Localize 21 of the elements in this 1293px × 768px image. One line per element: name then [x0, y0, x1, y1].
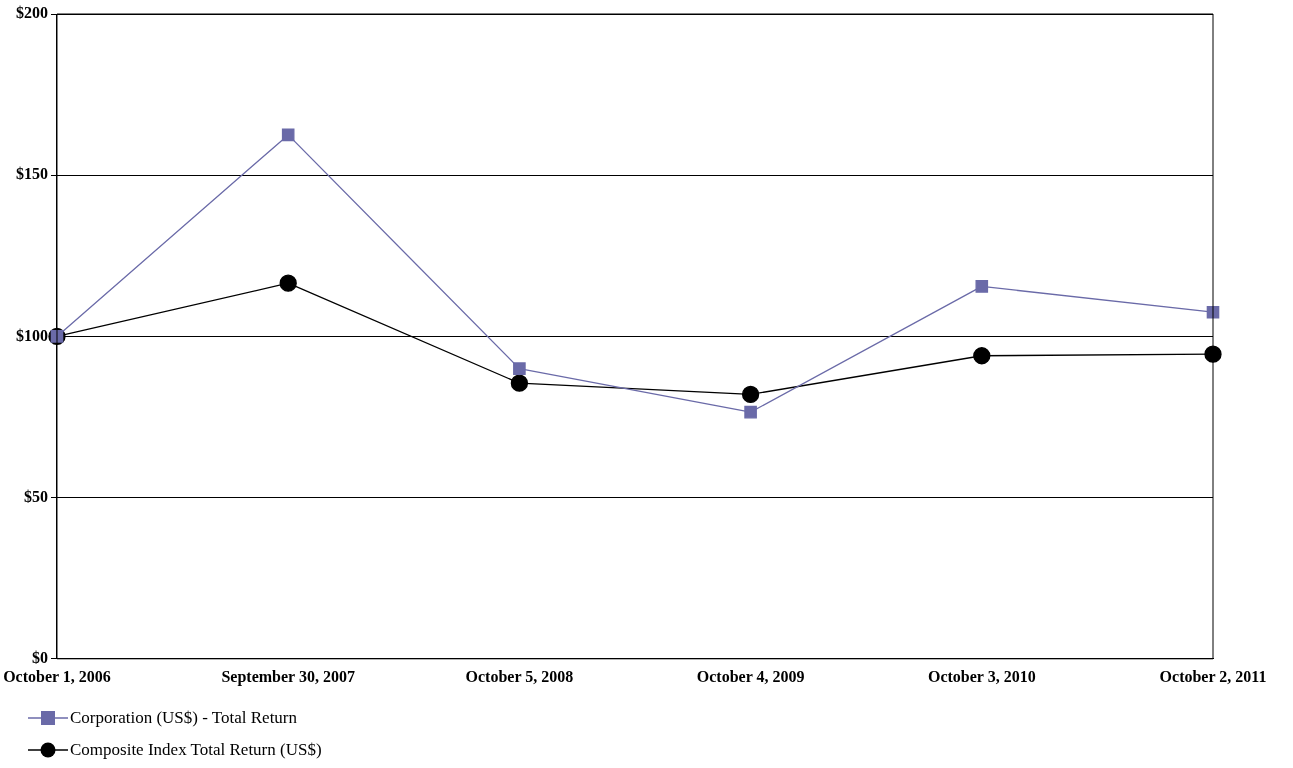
x-tick-label: October 1, 2006: [3, 667, 111, 685]
point: [741, 385, 760, 404]
y-tick-label: $200: [15, 4, 48, 22]
y-tick-label: $150: [15, 165, 48, 183]
x-tick-label: October 4, 2009: [696, 667, 805, 685]
point: [975, 280, 989, 293]
point: [279, 274, 297, 292]
legend-label: Composite Index Total Return (US$): [70, 740, 322, 760]
x-tick-label: October 5, 2008: [465, 667, 574, 685]
point: [744, 405, 757, 419]
point: [513, 362, 526, 375]
legend-label: Corporation (US$) - Total Return: [70, 708, 298, 728]
y-tick-label: $0: [31, 648, 48, 666]
x-tick-label: September 30, 2007: [221, 667, 355, 686]
point: [281, 128, 295, 142]
y-tick-label: $100: [15, 326, 48, 344]
y-tick-label: $50: [23, 487, 48, 505]
point: [510, 374, 529, 392]
x-tick-label: October 3, 2010: [927, 667, 1036, 685]
x-tick-label: October 2, 2011: [1159, 667, 1267, 685]
point: [973, 347, 991, 365]
